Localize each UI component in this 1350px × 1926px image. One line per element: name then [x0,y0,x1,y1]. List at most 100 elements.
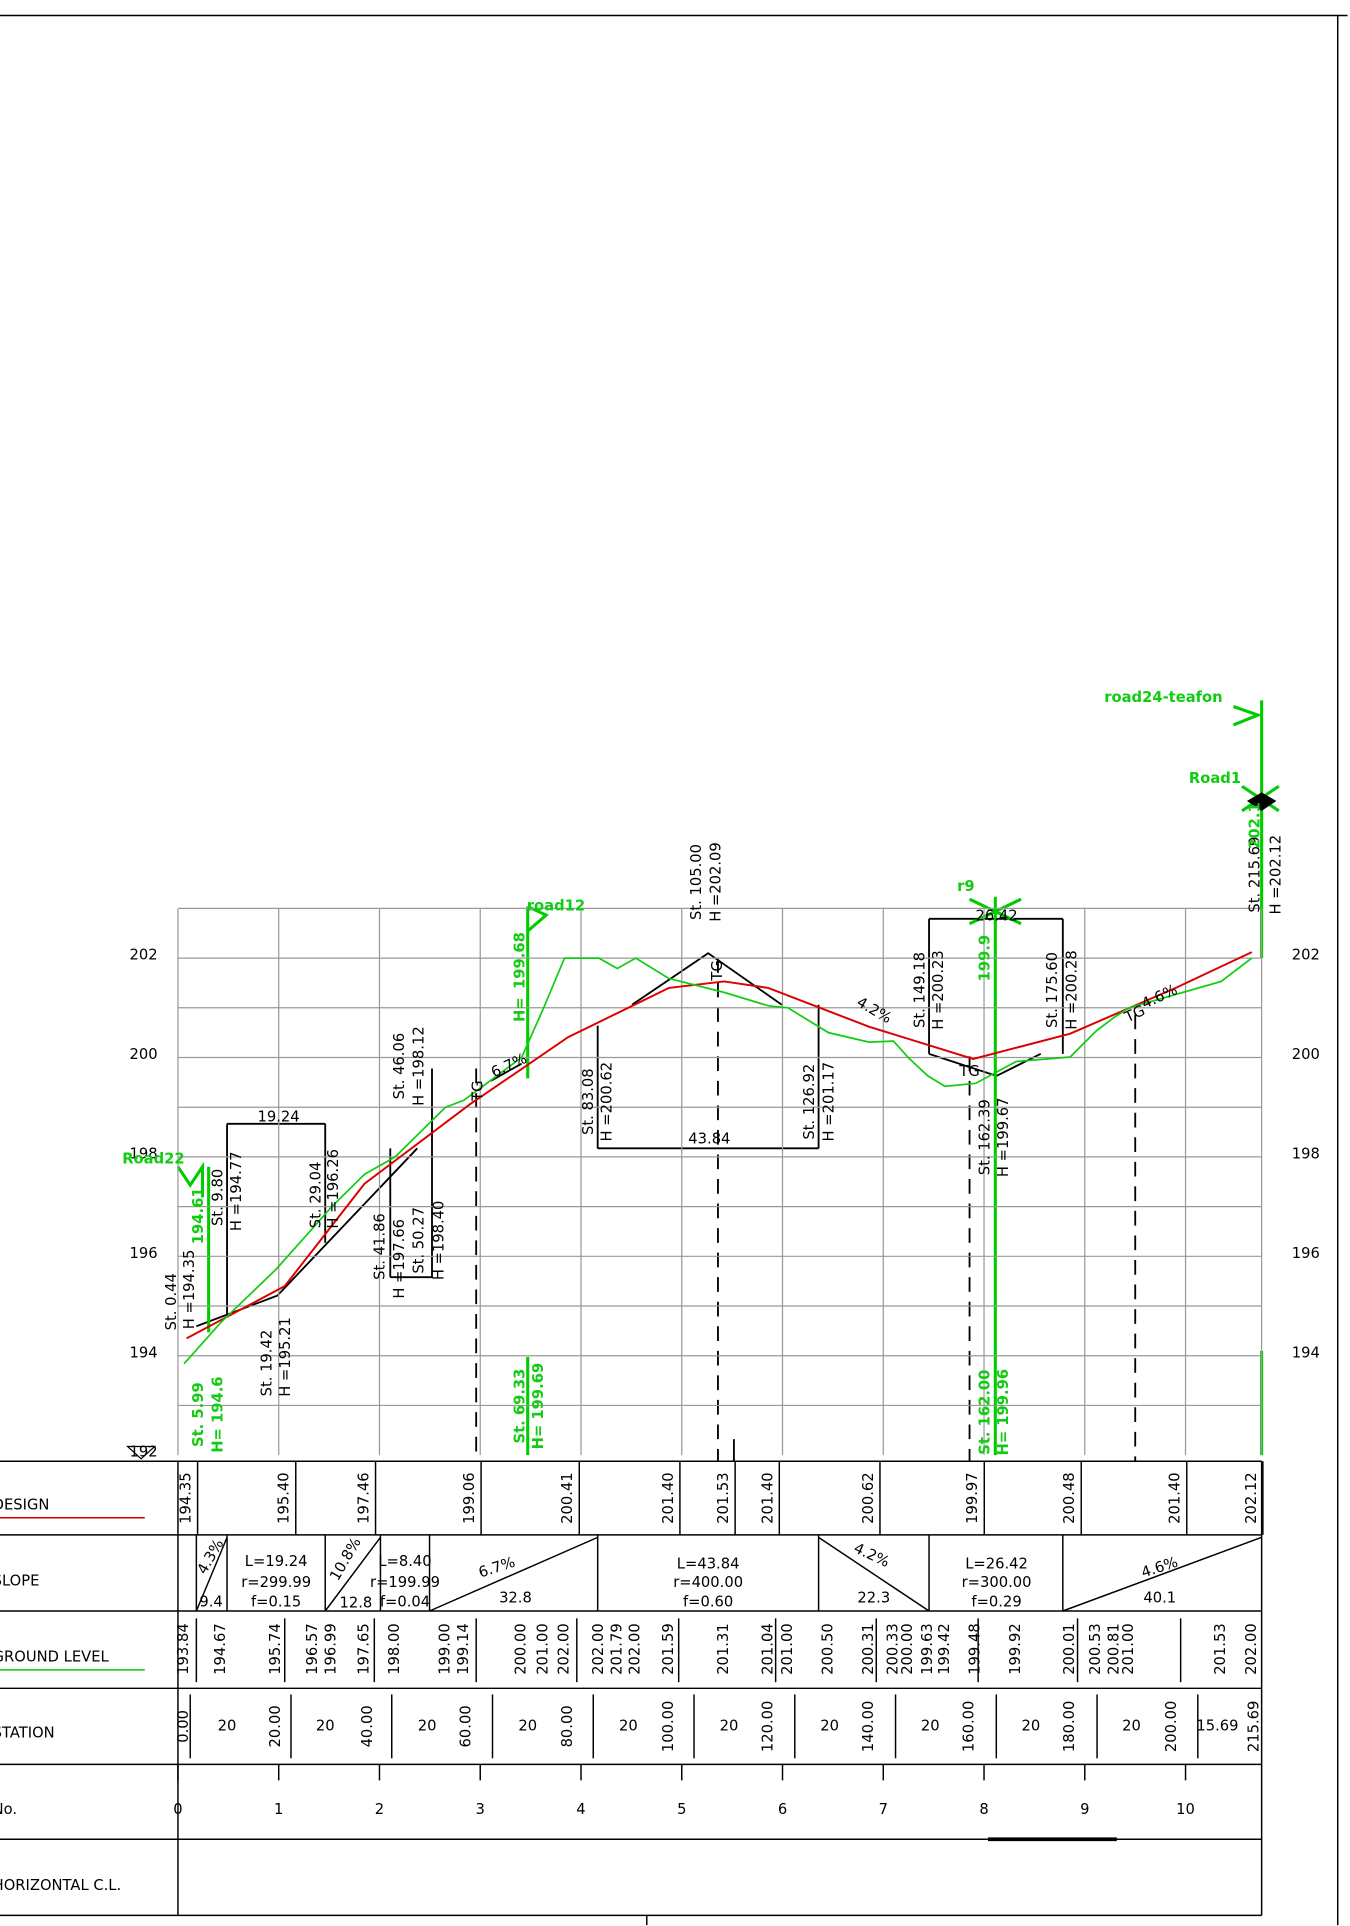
ground-value: 202.00 [556,1623,573,1675]
slope-text: 12.8 [340,1595,373,1612]
ground-value: 201.53 [1212,1623,1229,1675]
slope-text: r=199.99 [370,1574,440,1591]
row-label: SLOPE [0,1573,39,1590]
annotation: H =202.09 [708,842,725,922]
annotation: H =197.66 [391,1219,408,1299]
table-lines [0,1460,1263,1926]
ground-value: 202.00 [627,1623,644,1675]
axis-label: 202 [130,947,158,964]
slope-text: L=26.42 [965,1555,1028,1572]
axis-label: 200 [1292,1046,1320,1063]
annotation: H= [511,997,528,1022]
annotation: H =194.77 [228,1151,245,1231]
annotation: St. 126.92 [801,1064,818,1140]
design-value: 194.35 [178,1472,195,1524]
design-value: 201.40 [660,1472,677,1524]
annotation: St. 0.44 [163,1273,180,1330]
annotation: St. 46.06 [391,1033,408,1100]
annotation: H =202.12 [1267,835,1284,915]
annotation: H =199.67 [995,1097,1012,1177]
annotation: H =198.12 [411,1026,428,1106]
axis-label: 202 [1292,947,1320,964]
ground-value: 200.00 [899,1623,916,1675]
ground-value: 202.00 [1243,1623,1260,1675]
ground-value: 201.31 [715,1623,732,1675]
annotation: St. 41.86 [371,1213,388,1280]
annotation: H =195.21 [277,1317,294,1397]
slope-text: 4.2% [851,1540,892,1571]
station-value: 120.00 [759,1701,776,1753]
design-value: 201.40 [1167,1472,1184,1524]
ground-value: 199.48 [967,1623,984,1675]
station-value: 20 [720,1717,739,1734]
slope-text: 22.3 [857,1590,890,1607]
axis-label: 196 [130,1245,158,1262]
ground-value: 200.00 [513,1623,530,1675]
annotation: St. 149.18 [911,952,928,1028]
station-value: 20 [218,1717,237,1734]
annotation: H =200.23 [930,950,947,1030]
no-label: 1 [274,1801,283,1818]
ground-value: 200.53 [1087,1623,1104,1675]
slope-text: 4.6% [1139,1554,1180,1582]
annotation: H =200.62 [599,1062,616,1142]
station-value: 140.00 [860,1701,877,1753]
slope-text: f=0.15 [251,1593,301,1610]
design-value: 199.06 [461,1472,478,1524]
annotation: 26.42 [975,907,1017,924]
design-value: 201.40 [759,1472,776,1524]
annotation: H =200.28 [1064,950,1081,1030]
ground-value: 201.00 [1120,1623,1137,1675]
axis-label: 194 [1292,1344,1320,1361]
row-label: GROUND LEVEL [0,1649,110,1666]
no-label: 2 [375,1801,384,1818]
station-value: 20 [518,1717,537,1734]
ground-value: 200.31 [860,1623,877,1675]
slope-text: 9.4 [199,1593,222,1610]
marker-diamond [1246,792,1277,811]
annotation: St. 105.00 [688,844,705,920]
design-line [186,951,1253,1340]
station-value: 20 [619,1717,638,1734]
annotation: 199.9 [977,935,994,982]
annotation: St. 19.42 [259,1330,276,1397]
ground-value: 201.79 [608,1623,625,1675]
station-value: 20 [1122,1717,1141,1734]
axis-label: 200 [130,1046,158,1063]
ground-value: 201.00 [535,1623,552,1675]
annotation: H =201.17 [821,1062,838,1142]
slope-text: f=0.60 [683,1593,733,1610]
design-value: 201.53 [715,1472,732,1524]
no-label: 3 [476,1801,485,1818]
annotation: road12 [527,898,585,915]
ground-line [183,957,1253,1365]
annotation: road24-teafon [1104,689,1222,706]
station-value: 80.00 [559,1705,576,1747]
annotation: H =196.26 [325,1149,342,1229]
no-label: 6 [778,1801,787,1818]
station-value: 215.69 [1245,1701,1262,1753]
slope-text: r=299.99 [241,1574,311,1591]
station-value: 20 [418,1717,437,1734]
no-label: 5 [677,1801,686,1818]
no-label: 4 [576,1801,585,1818]
annotation: H= 199.96 [995,1369,1012,1456]
row-label: No. [0,1801,17,1818]
ground-value: 201.00 [779,1623,796,1675]
station-value: 60.00 [457,1705,474,1747]
ground-value: 194.67 [212,1623,229,1675]
annotation: 199.68 [511,932,528,989]
ground-value: 196.99 [322,1623,339,1675]
no-label: 9 [1080,1801,1089,1818]
station-value: 0.00 [175,1710,192,1743]
design-value: 200.41 [559,1472,576,1524]
ground-value: 198.00 [386,1623,403,1675]
axis-label: 194 [130,1344,158,1361]
annotation: St. 162.39 [977,1099,994,1175]
axis-label: 192 [130,1444,158,1461]
axis-label: 196 [1292,1245,1320,1262]
axis-label: 198 [130,1145,158,1162]
slope-text: L=43.84 [677,1555,740,1572]
annotation: St. 29.04 [308,1162,325,1229]
slope-text: 6.7% [476,1554,517,1582]
